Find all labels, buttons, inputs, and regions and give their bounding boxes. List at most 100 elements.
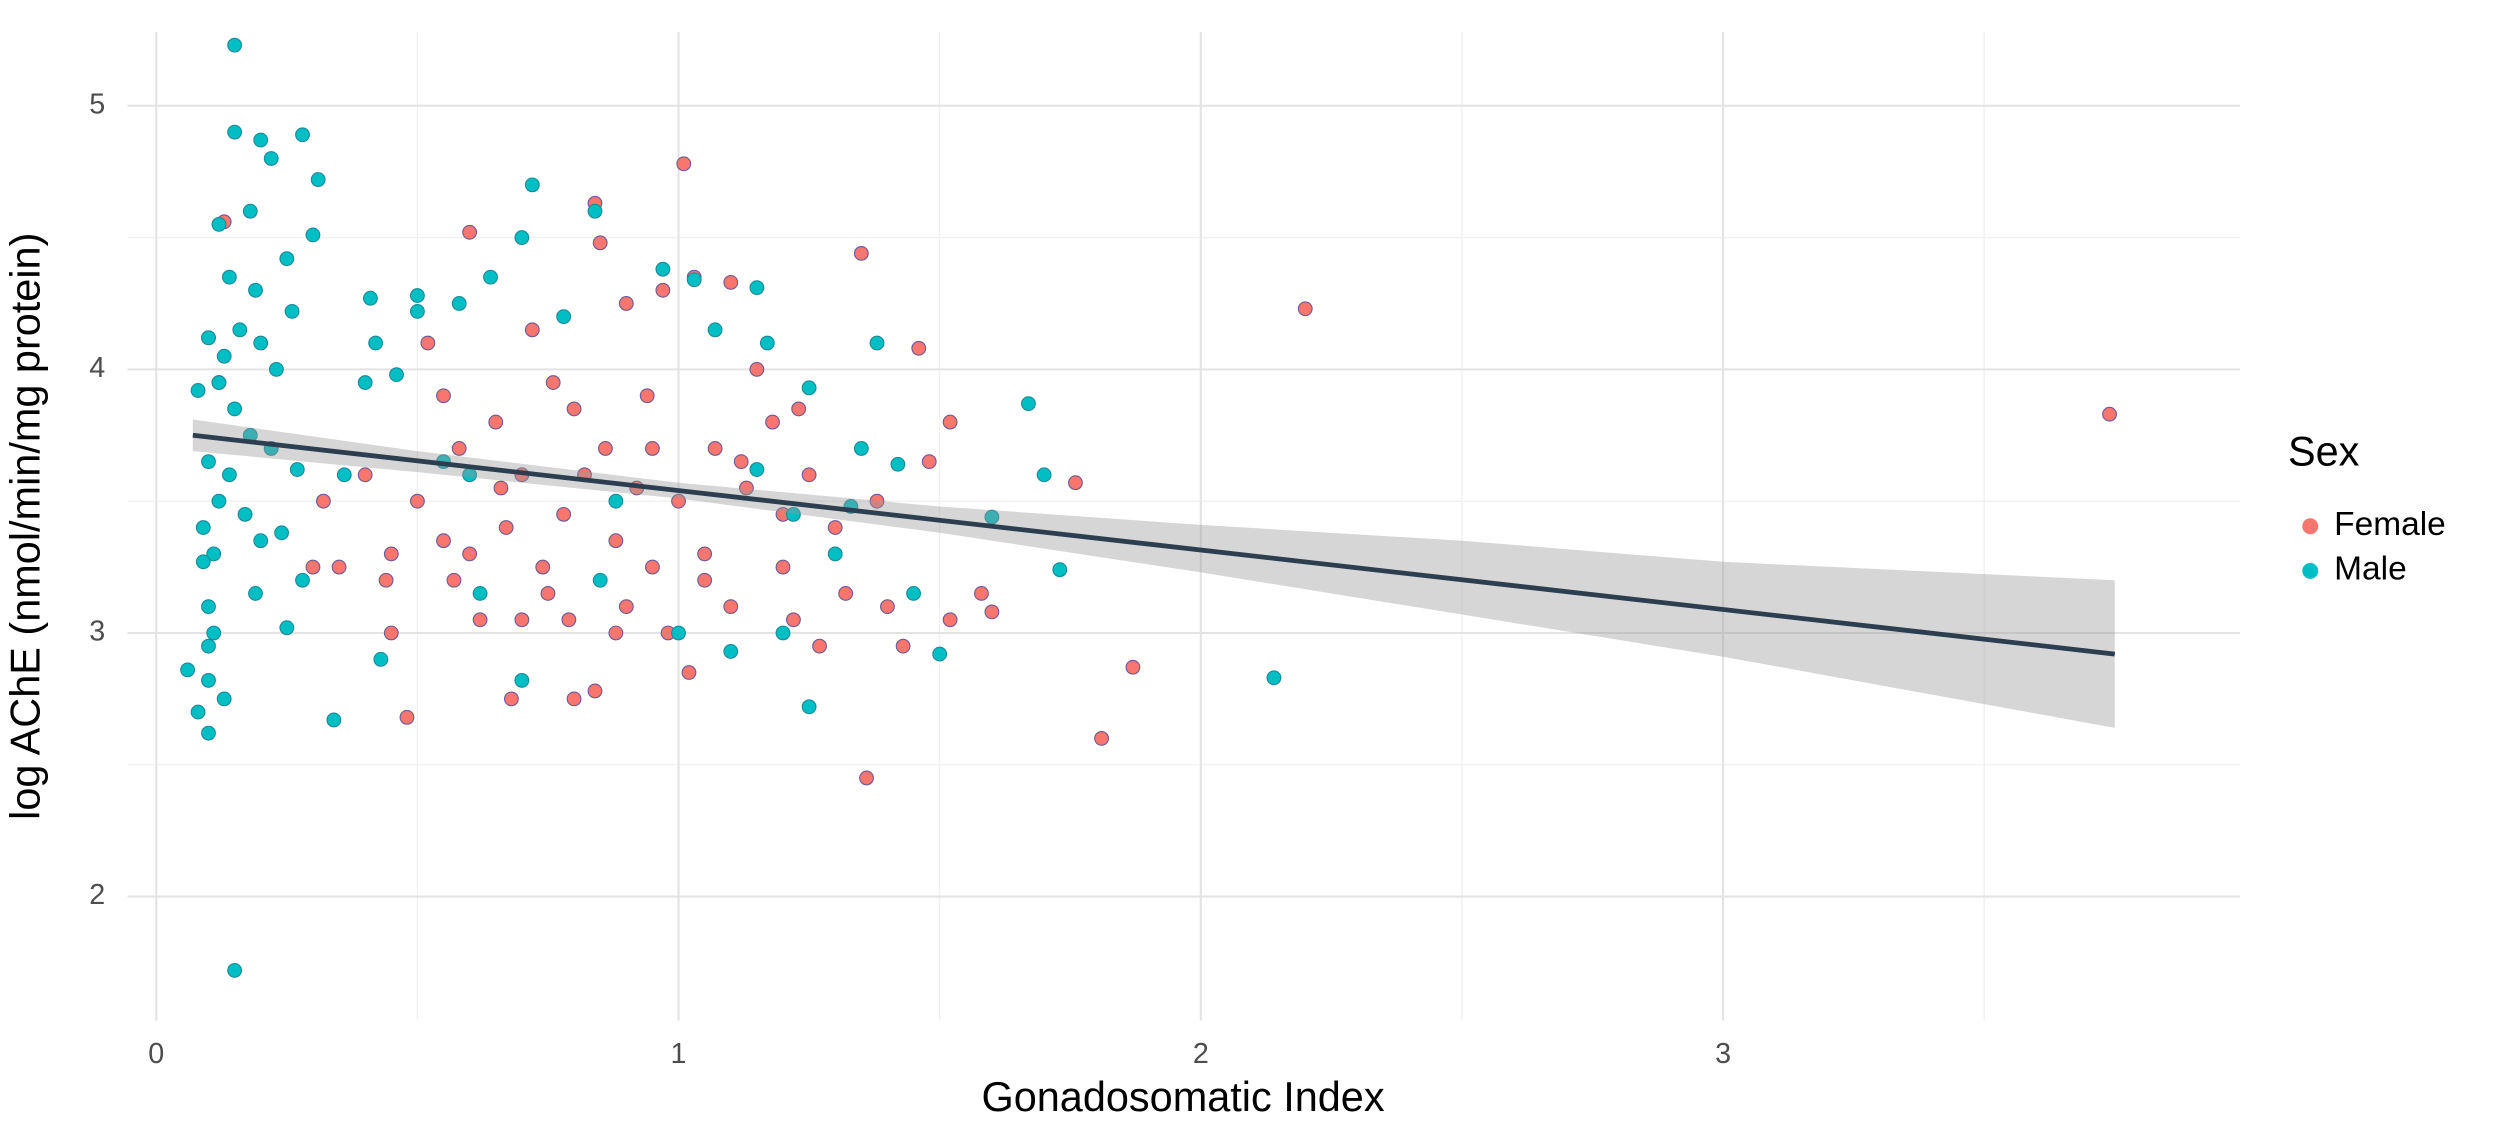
point (284, 303, 300, 319)
point (639, 388, 655, 404)
point (655, 261, 671, 277)
point (498, 520, 514, 535)
point (420, 335, 436, 351)
point (1297, 301, 1313, 317)
point (895, 638, 911, 654)
point (587, 683, 603, 699)
point (859, 770, 874, 786)
point (1021, 396, 1036, 412)
point (305, 559, 321, 575)
point (201, 330, 216, 346)
point (540, 586, 556, 601)
point (524, 322, 540, 338)
point (911, 340, 927, 356)
point (2102, 406, 2117, 422)
point (1125, 659, 1141, 675)
point (608, 533, 624, 549)
point (472, 612, 488, 628)
point (378, 572, 394, 588)
point (786, 506, 801, 522)
point (545, 375, 561, 390)
point (827, 546, 843, 562)
point (279, 251, 295, 267)
legend-title: Sex (2288, 427, 2360, 474)
point (201, 638, 216, 654)
point (211, 493, 227, 509)
point (227, 124, 243, 140)
point (362, 290, 378, 306)
point (409, 303, 425, 319)
point (446, 572, 462, 588)
x-tick-label: 3 (1715, 1038, 1731, 1070)
point (723, 599, 739, 615)
point (853, 441, 869, 456)
y-tick-label: 2 (89, 879, 105, 911)
point (221, 467, 237, 483)
point (190, 704, 206, 720)
point (556, 309, 572, 325)
point (890, 456, 906, 472)
point (592, 235, 608, 251)
point (671, 625, 686, 641)
point (827, 520, 843, 535)
point (279, 620, 295, 636)
point (697, 546, 713, 562)
point (524, 177, 540, 193)
point (791, 401, 807, 417)
point (436, 388, 451, 404)
point (697, 572, 713, 588)
point (880, 599, 895, 615)
point (248, 586, 263, 601)
point (1068, 475, 1083, 491)
point (618, 599, 634, 615)
point (462, 224, 478, 240)
point (759, 335, 775, 351)
point (451, 296, 467, 311)
y-tick-label: 4 (89, 352, 105, 384)
point (436, 533, 451, 549)
point (1094, 731, 1109, 746)
point (932, 646, 948, 662)
point (368, 335, 384, 351)
point (514, 612, 530, 628)
point (739, 480, 754, 496)
point (707, 441, 723, 456)
point (206, 625, 222, 641)
point (974, 586, 989, 601)
point (462, 546, 478, 562)
point (942, 612, 958, 628)
point (592, 572, 608, 588)
point (227, 37, 243, 53)
point (671, 493, 686, 509)
point (535, 559, 551, 575)
point (733, 454, 749, 470)
point (906, 586, 921, 601)
point (409, 288, 425, 303)
point (566, 691, 582, 707)
point (587, 203, 603, 219)
point (315, 493, 331, 509)
point (984, 604, 1000, 620)
point (608, 625, 624, 641)
point (295, 127, 310, 143)
point (180, 662, 196, 678)
point (488, 414, 504, 430)
x-tick-label: 1 (671, 1038, 687, 1070)
point (686, 272, 702, 288)
x-tick-label: 2 (1193, 1038, 1209, 1070)
point (206, 546, 222, 562)
point (221, 269, 237, 285)
point (645, 441, 660, 456)
point (514, 230, 530, 245)
point (775, 559, 791, 575)
legend-label: Male (2334, 551, 2407, 588)
point (801, 467, 817, 483)
point (681, 665, 697, 680)
point (326, 712, 342, 728)
point (331, 559, 347, 575)
point (561, 612, 577, 628)
point (504, 691, 519, 707)
point (618, 296, 634, 311)
point (253, 335, 269, 351)
point (786, 612, 801, 628)
